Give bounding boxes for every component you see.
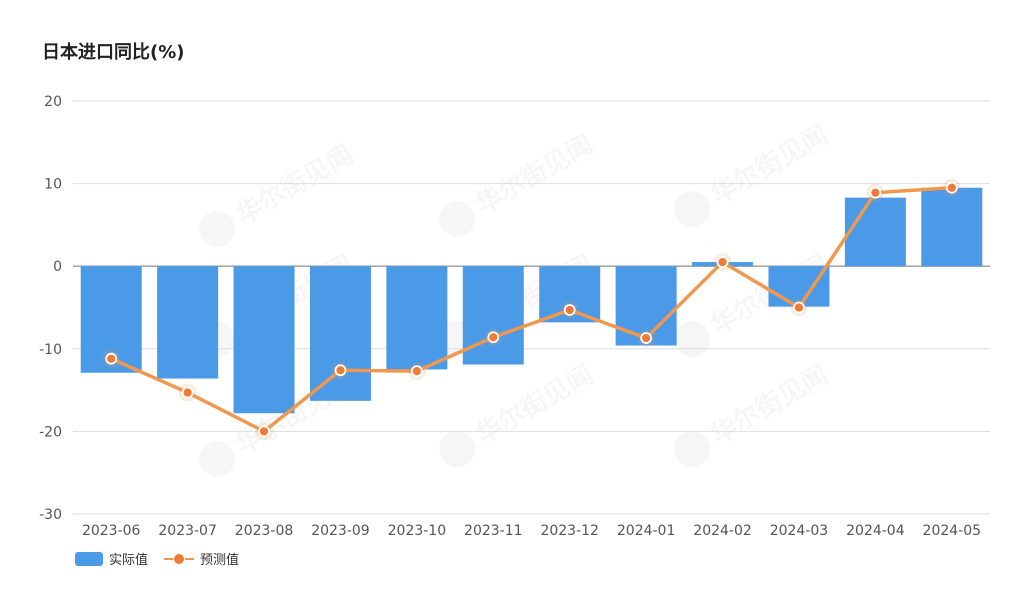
x-tick-label: 2023-08 [235, 523, 294, 539]
svg-text:华尔街见闻: 华尔街见闻 [230, 139, 358, 231]
data-point [181, 386, 194, 399]
y-tick-label: -30 [39, 507, 62, 523]
y-tick-label: 10 [44, 177, 62, 193]
bar [233, 266, 295, 414]
watermark: 华尔街见闻 [439, 359, 598, 467]
x-tick-label: 2024-05 [923, 523, 982, 539]
data-point [334, 364, 347, 377]
bar [462, 266, 524, 365]
x-tick-label: 2023-07 [158, 523, 217, 539]
x-tick-label: 2024-03 [770, 523, 829, 539]
forecast-line [110, 185, 952, 434]
bar [768, 266, 830, 307]
data-point [793, 301, 805, 314]
legend-label-forecast: 预测值 [200, 553, 240, 568]
grid-lines [73, 100, 990, 515]
data-point [563, 304, 576, 316]
bar [309, 266, 371, 401]
bar [844, 197, 906, 267]
svg-text:华尔街见闻: 华尔街见闻 [470, 129, 598, 221]
data-point [716, 256, 729, 268]
watermark: 华尔街见闻 [674, 359, 833, 467]
data-point [487, 331, 500, 344]
x-tick-label: 2023-11 [464, 523, 523, 539]
x-tick-label: 2023-06 [82, 523, 141, 539]
x-tick-label: 2023-09 [311, 523, 370, 539]
chart-title: 日本进口同比(%) [42, 42, 185, 63]
bar [921, 187, 983, 267]
data-point [869, 186, 882, 199]
watermark: 华尔街见闻 [674, 119, 833, 227]
svg-text:华尔街见闻: 华尔街见闻 [470, 359, 598, 451]
y-tick-label: -10 [39, 342, 62, 358]
legend-item-forecast[interactable]: 预测值 [164, 549, 239, 568]
bar [157, 266, 219, 379]
data-point [945, 181, 958, 194]
bar [386, 266, 448, 370]
svg-text:华尔街见闻: 华尔街见闻 [705, 119, 833, 211]
x-tick-label: 2023-10 [388, 523, 447, 539]
y-axis: 20 10 0 -10 -20 -30 [39, 94, 62, 523]
legend-bar-swatch [75, 551, 103, 566]
legend-item-actual[interactable]: 实际值 [75, 549, 148, 568]
data-point [105, 352, 118, 365]
y-tick-label: 0 [53, 259, 62, 275]
line-series [102, 178, 961, 441]
x-tick-label: 2023-12 [540, 523, 599, 539]
svg-text:华尔街见闻: 华尔街见闻 [705, 359, 833, 451]
legend-line-swatch [164, 552, 195, 566]
watermark: 华尔街见闻 [199, 139, 358, 247]
x-axis: 2023-06 2023-07 2023-08 2023-09 2023-10 2023-… [82, 523, 981, 539]
legend-label-actual: 实际值 [109, 553, 149, 568]
data-point [640, 332, 653, 344]
x-tick-label: 2024-01 [617, 523, 676, 539]
y-tick-label: -20 [39, 424, 62, 440]
legend: 实际值 预测值 [75, 549, 239, 568]
data-point [258, 425, 270, 438]
data-point [410, 365, 423, 378]
watermark: 华尔街见闻 [439, 129, 598, 237]
y-tick-label: 20 [44, 94, 62, 110]
bar-series [80, 187, 983, 414]
x-tick-label: 2024-02 [693, 523, 752, 539]
x-tick-label: 2024-04 [846, 523, 905, 539]
